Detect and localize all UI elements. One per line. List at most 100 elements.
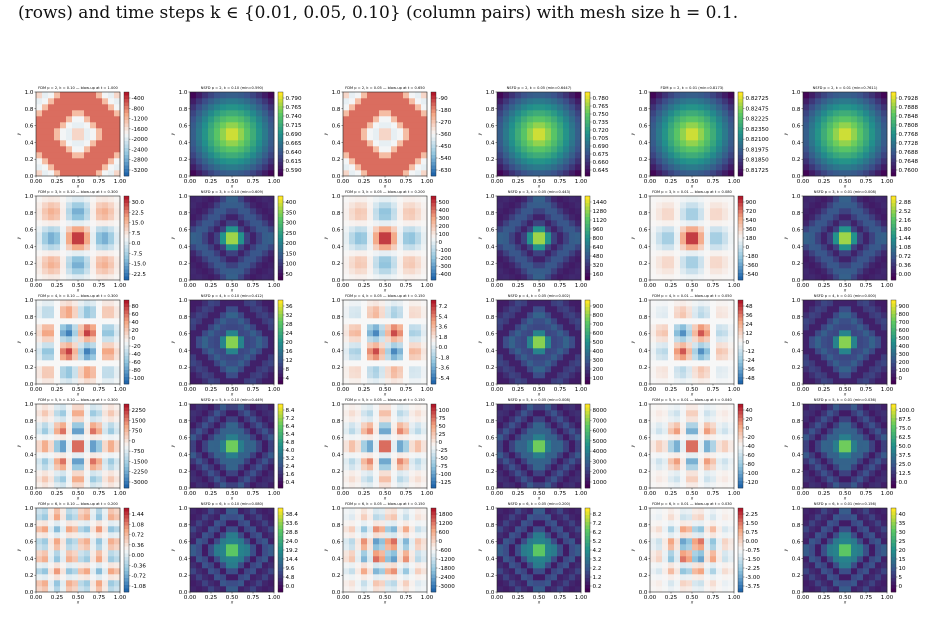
heatmap-cell: [108, 128, 115, 135]
heatmap-cell: [84, 476, 91, 483]
heatmap-cell: [54, 152, 61, 159]
heatmap-cell: [539, 244, 546, 251]
heatmap-cell: [722, 92, 729, 99]
heatmap-cell: [827, 318, 834, 325]
heatmap-cell: [650, 378, 657, 385]
colorbar-segment: [585, 241, 590, 246]
heatmap-cell: [48, 312, 55, 319]
heatmap-cell: [563, 220, 570, 227]
heatmap-cell: [551, 110, 558, 117]
heatmap-cell: [569, 98, 576, 105]
heatmap-cell: [84, 110, 91, 117]
heatmap-cell: [551, 196, 558, 203]
heatmap-cell: [72, 152, 79, 159]
heatmap-cell: [839, 128, 846, 135]
heatmap-cell: [385, 226, 392, 233]
heatmap-cell: [722, 110, 729, 117]
y-tick-label: 1.0: [25, 90, 34, 96]
colorbar-tick-label: 48: [746, 304, 754, 310]
colorbar-segment: [738, 113, 743, 117]
heatmap-cell: [803, 348, 810, 355]
colorbar-tick-label: -360: [746, 263, 759, 269]
colorbar-segment: [585, 266, 590, 270]
heatmap-cell: [256, 372, 263, 379]
heatmap-cell: [704, 256, 711, 263]
heatmap-cell: [367, 318, 374, 325]
heatmap-cell: [403, 256, 410, 263]
heatmap-cell: [72, 244, 79, 251]
heatmap-cell: [716, 164, 723, 171]
heatmap-cell: [60, 268, 67, 275]
heatmap-cell: [851, 366, 858, 373]
heatmap-cell: [521, 202, 528, 209]
heatmap-cell: [803, 256, 810, 263]
heatmap-cell: [698, 268, 705, 275]
heatmap-cell: [256, 202, 263, 209]
heatmap-cell: [503, 372, 510, 379]
heatmap-cell: [521, 220, 528, 227]
colorbar-segment: [431, 155, 436, 159]
heatmap-cell: [355, 116, 362, 123]
heatmap-cell: [220, 146, 227, 153]
colorbar-segment: [278, 224, 283, 228]
heatmap-cell: [545, 306, 552, 313]
colorbar-tick-label: 0.7848: [899, 114, 919, 120]
heatmap-cell: [379, 306, 386, 313]
heatmap-cell: [497, 134, 504, 141]
heatmap-cell: [656, 140, 663, 147]
heatmap-cell: [551, 220, 558, 227]
colorbar-segment: [124, 172, 129, 177]
heatmap-cell: [214, 318, 221, 325]
heatmap-cell: [575, 238, 582, 245]
heatmap-cell: [509, 342, 516, 349]
heatmap-cell: [42, 300, 49, 307]
heatmap-cell: [66, 214, 73, 221]
heatmap-cell: [881, 110, 888, 117]
heatmap-cell: [114, 250, 121, 257]
colorbar-segment: [738, 155, 743, 159]
heatmap-cell: [385, 354, 392, 361]
heatmap-cell: [102, 428, 109, 435]
heatmap-cell: [656, 244, 663, 251]
heatmap-cell: [674, 214, 681, 221]
heatmap-cell: [232, 244, 239, 251]
heatmap-cell: [226, 342, 233, 349]
heatmap-cell: [845, 220, 852, 227]
x-axis-label: x: [383, 288, 387, 293]
heatmap-cell: [60, 482, 67, 489]
x-tick-label: 0.00: [337, 179, 350, 185]
heatmap-cell: [863, 366, 870, 373]
heatmap-cell: [674, 110, 681, 117]
y-tick-label: 0.2: [332, 157, 341, 163]
heatmap-cell: [545, 318, 552, 325]
heatmap-cell: [716, 104, 723, 111]
heatmap-cell: [54, 226, 61, 233]
heatmap-cell: [84, 404, 91, 411]
heatmap-cell: [367, 342, 374, 349]
heatmap-cell: [96, 378, 103, 385]
heatmap-cell: [557, 164, 564, 171]
heatmap-cell: [102, 324, 109, 331]
x-tick-label: 1.00: [268, 387, 281, 393]
heatmap-cell: [686, 342, 693, 349]
heatmap-cell: [686, 110, 693, 117]
heatmap-cell: [361, 122, 368, 129]
heatmap-cell: [557, 152, 564, 159]
heatmap-cell: [563, 146, 570, 153]
colorbar-segment: [585, 120, 590, 124]
heatmap-cell: [569, 244, 576, 251]
heatmap-cell: [827, 152, 834, 159]
heatmap-cell: [373, 268, 380, 275]
heatmap-cell: [722, 196, 729, 203]
colorbar-tick-label: 150: [286, 251, 297, 257]
colorbar-segment: [124, 252, 129, 256]
heatmap-cell: [533, 164, 540, 171]
colorbar-tick-label: -12: [746, 349, 755, 355]
heatmap-cell: [385, 208, 392, 215]
heatmap-cell: [367, 268, 374, 275]
heatmap-cell: [343, 244, 350, 251]
heatmap-cell: [656, 226, 663, 233]
colorbar-segment: [585, 377, 590, 381]
heatmap-cell: [96, 232, 103, 239]
heatmap-cell: [409, 208, 416, 215]
